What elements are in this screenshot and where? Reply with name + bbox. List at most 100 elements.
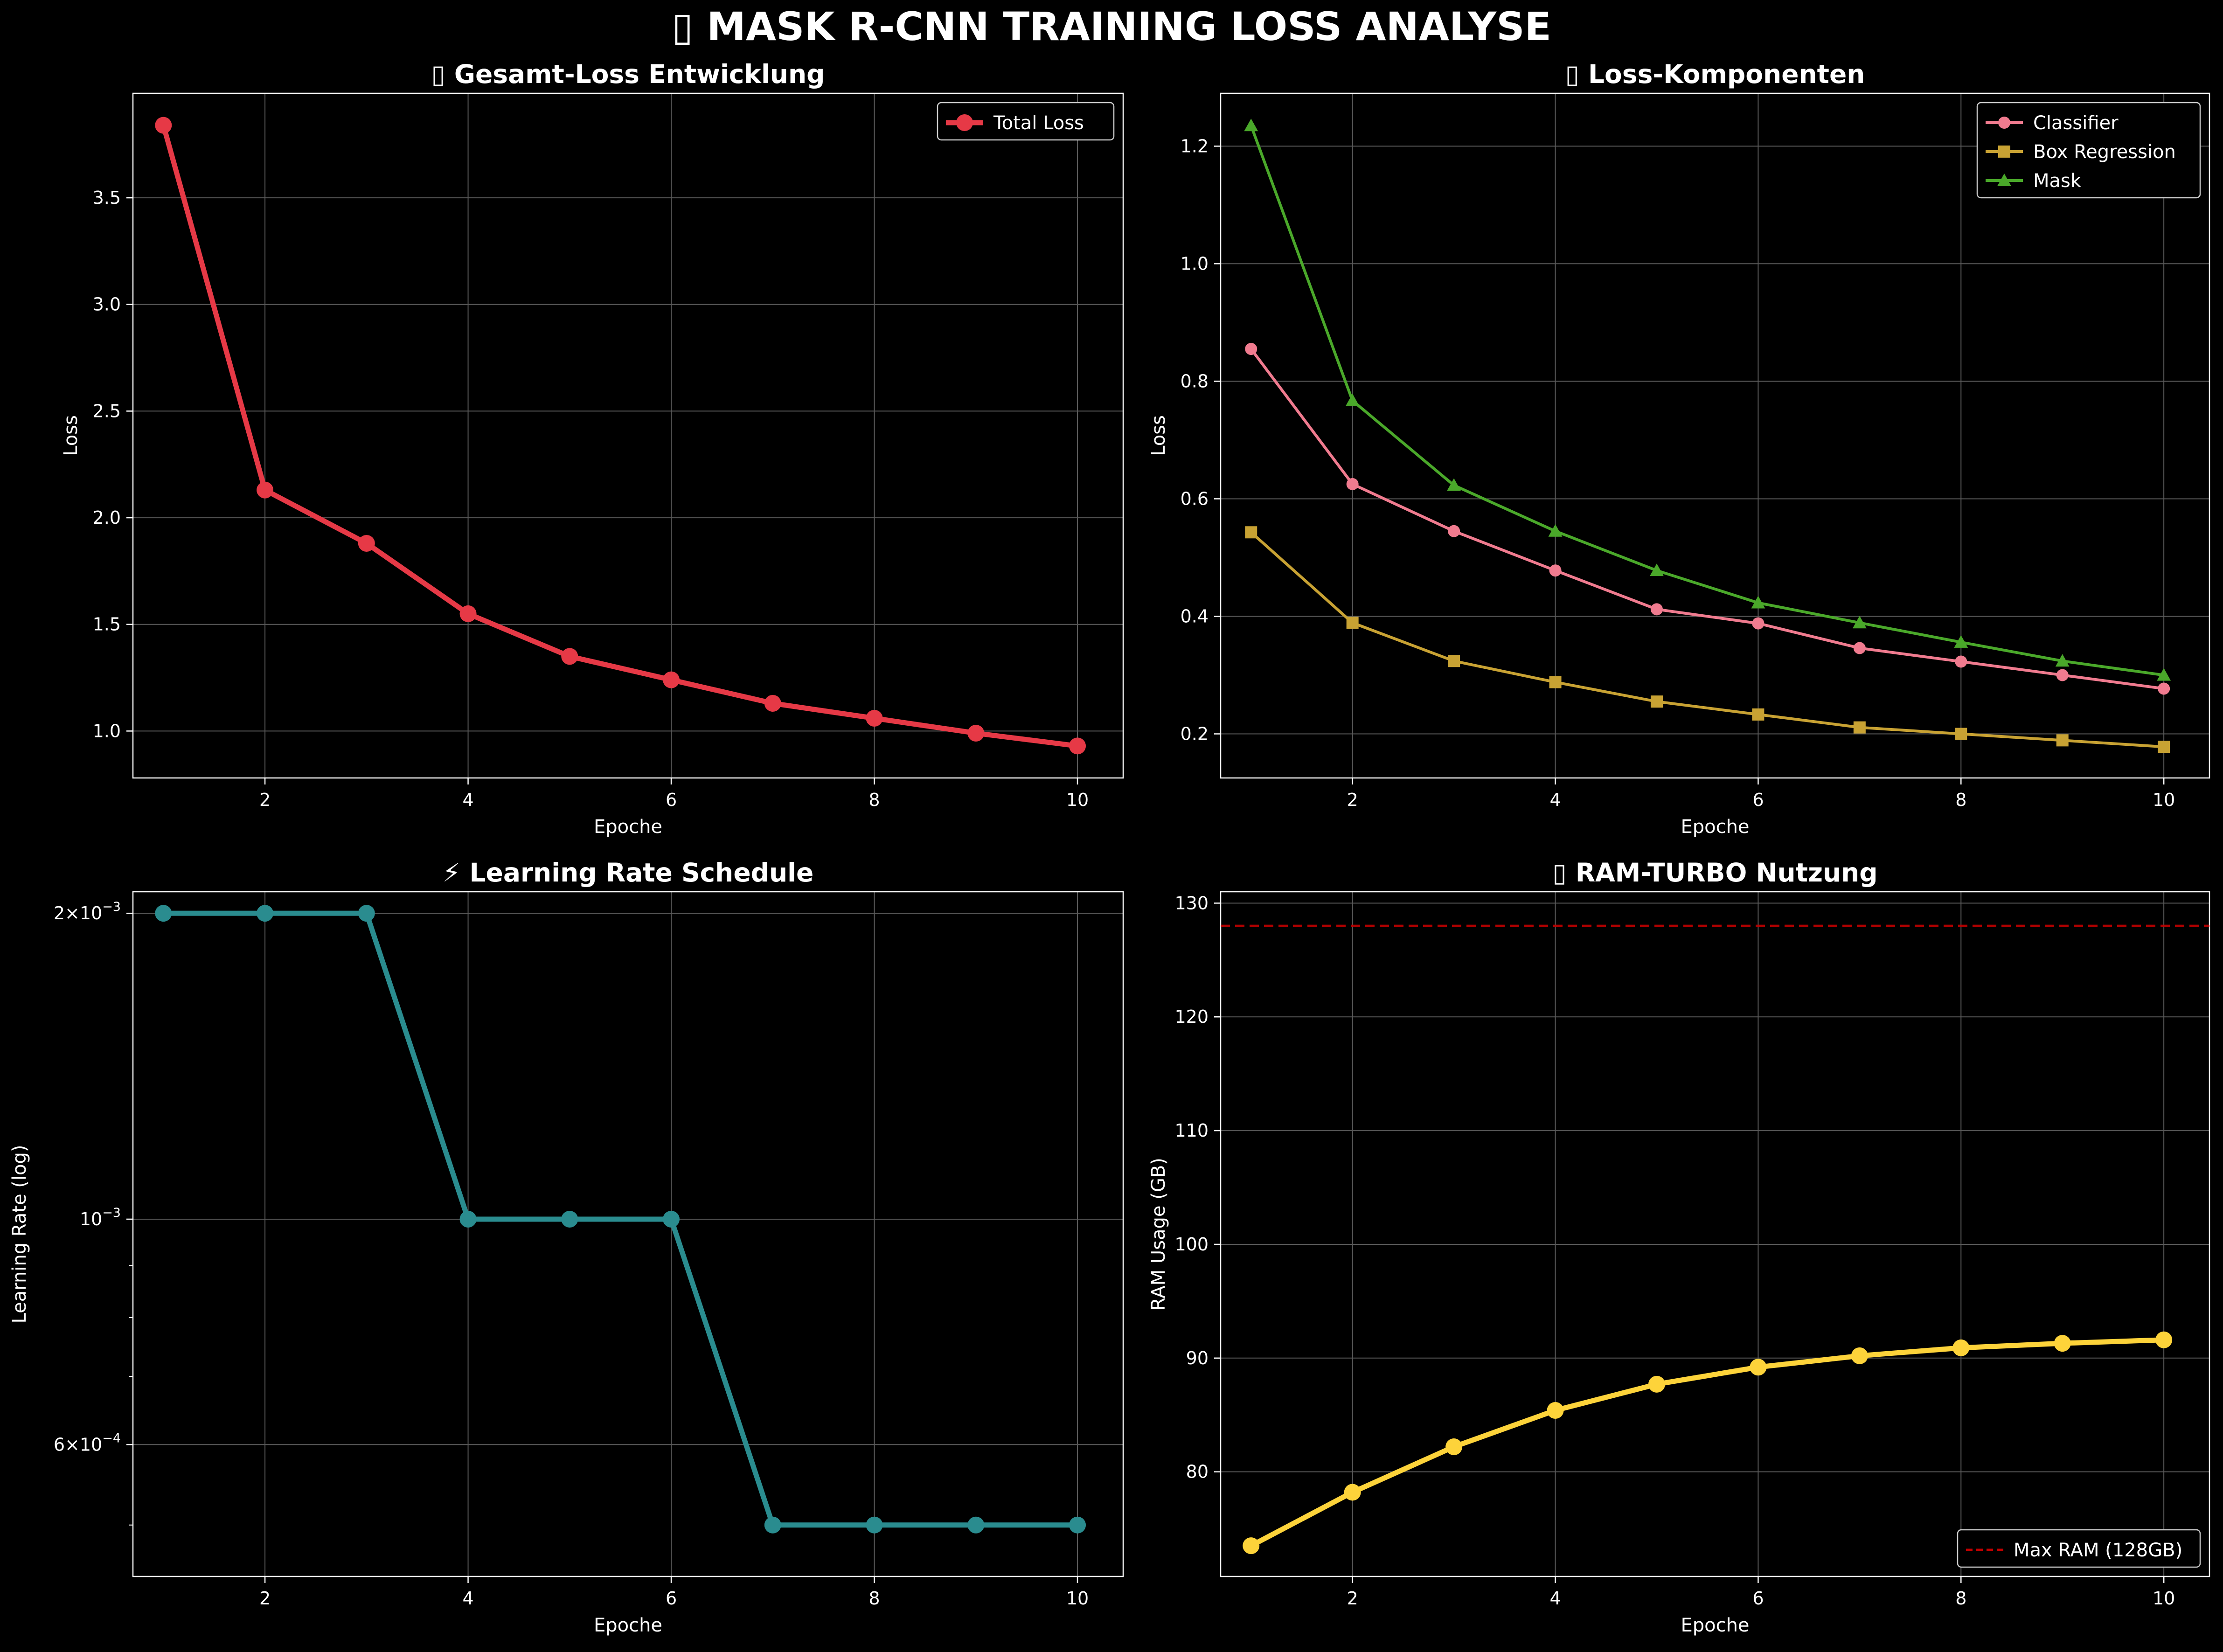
grid-total [133,93,1123,778]
ticks-ram: 2 4 6 8 10 80 90 100 110 120 130 [1174,893,2175,1609]
y-tick-label: 130 [1174,893,1209,913]
data-point [1069,1516,1086,1534]
data-point [663,671,680,688]
legend-components: Classifier Box Regression Mask [1976,102,2201,199]
ticks-total: 2 4 6 8 10 1.0 1.5 2.0 2.5 3.0 3.5 [93,187,1089,810]
x-tick-label: 10 [2153,790,2175,810]
data-point [1345,394,1360,406]
chart-title: ⚡ Learning Rate Schedule [443,858,814,888]
series-lr-0 [155,905,1086,1534]
y-tick-label: 0.8 [1181,371,1209,391]
data-point [2157,668,2171,681]
data-point [1650,695,1663,708]
y-axis-label: Learning Rate (log) [9,1145,30,1324]
y-tick-label: 0.4 [1181,606,1209,626]
data-point [1650,563,1664,576]
data-point [459,1210,477,1228]
data-point [2155,1331,2173,1348]
data-point [1448,525,1460,537]
legend-swatch-marker [1997,174,2011,186]
data-point [1851,1347,1868,1364]
ticks-components: 2 4 6 8 10 0.2 0.4 0.6 0.8 1.0 1.2 [1181,136,2175,810]
data-point [1750,1359,1767,1376]
y-tick-label: 10−3 [80,1206,121,1229]
x-tick-label: 2 [1347,1588,1358,1609]
chart-components: 2 4 6 8 10 0.2 0.4 0.6 0.8 1.0 1.2 ▯ Loss-Komponent… [1148,59,2210,838]
figure-title: ▯ MASK R-CNN TRAINING LOSS ANALYSE [672,4,1551,49]
series-line [161,125,1078,749]
data-point [764,694,781,712]
chart-ram: 2 4 6 8 10 80 90 100 110 120 130 ▯ RAM-TURBO Nutzun… [1148,858,2210,1636]
data-point [1244,118,1258,132]
data-point [1549,564,1562,577]
y-axis-label: Loss [1148,415,1169,456]
data-point [1346,617,1359,629]
series-line [1250,1337,2164,1548]
x-axis-label: Epoche [594,1615,662,1636]
data-point [1346,478,1359,490]
data-point [866,709,883,727]
y-tick-label: 0.6 [1181,488,1209,509]
legend-item: Box Regression [1986,141,2176,163]
x-tick-label: 4 [1549,790,1561,810]
data-point [1752,708,1765,721]
data-point [1069,737,1086,755]
data-point [1853,721,1866,734]
data-point [764,1516,781,1534]
y-tick-label: 2.0 [93,507,121,528]
data-point [1952,1339,1970,1356]
data-point [561,648,578,665]
y-tick-label: 100 [1174,1234,1209,1255]
chart-title: ▯ Loss-Komponenten [1565,59,1865,89]
y-tick-label: 90 [1186,1348,1209,1368]
y-tick-label: 110 [1174,1120,1209,1141]
y-axis-label: Loss [60,415,82,456]
legend-label: Total Loss [993,112,1084,134]
legend-ram: Max RAM (128GB) [1957,1529,2201,1568]
legend-item: Mask [1986,170,2082,192]
data-point [1751,596,1765,609]
data-point [967,724,985,742]
chart-title: ▯ RAM-TURBO Nutzung [1552,858,1877,888]
series-box-regression [1245,526,2170,753]
data-point [459,605,477,622]
x-tick-label: 6 [666,1588,677,1609]
data-point [1853,642,1866,654]
chart-lr: 2 4 6 8 10 2×10−3 10−3 6×10−4 ⚡ Learning Rate Sc… [9,858,1124,1636]
data-point [1955,655,1967,668]
x-tick-label: 10 [1066,790,1089,810]
legend-swatch-marker [1998,146,2010,158]
data-point [1243,1537,1260,1555]
x-axis-label: Epoche [594,816,662,838]
legend-label: Classifier [2033,112,2119,134]
data-point [1448,655,1460,667]
data-point [1852,616,1867,629]
x-tick-label: 4 [1549,1588,1561,1609]
y-tick-label: 2×10−3 [54,900,121,923]
data-point [2055,654,2070,667]
legend-item: Classifier [1986,112,2119,134]
data-point [2158,682,2170,695]
legend-swatch-marker [1998,117,2010,129]
data-point [1547,1402,1564,1419]
ticks-lr: 2 4 6 8 10 2×10−3 10−3 6×10−4 [54,900,1089,1609]
y-tick-label: 1.2 [1181,136,1209,156]
data-point [967,1516,985,1534]
data-point [1245,343,1257,355]
legend-total: Total Loss [937,102,1115,141]
series-classifier [1245,343,2170,695]
series-line [1250,125,2164,677]
data-point [358,534,375,552]
data-point [2056,669,2069,681]
data-point [2056,734,2069,747]
data-point [257,481,274,499]
legend-label: Box Regression [2033,141,2176,163]
x-tick-label: 8 [868,1588,880,1609]
data-point [866,1516,883,1534]
data-point [561,1210,578,1228]
series-total-loss [155,117,1086,755]
data-point [1650,603,1663,616]
legend-swatch-marker [956,114,973,131]
series-line [163,910,1078,1528]
